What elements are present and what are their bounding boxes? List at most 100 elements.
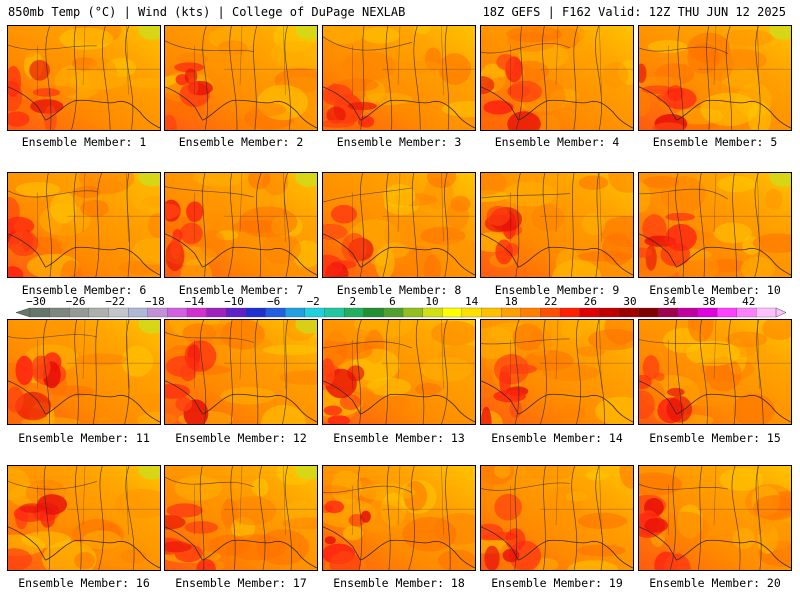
ensemble-member-label: Ensemble Member: 8 — [336, 283, 462, 297]
ensemble-member-map — [322, 465, 476, 571]
colorbar-swatch — [108, 307, 129, 318]
colorbar-swatch — [285, 307, 306, 318]
colorbar-swatch — [147, 307, 168, 318]
colorbar-swatch — [442, 307, 463, 318]
ensemble-member-label: Ensemble Member: 5 — [652, 135, 778, 149]
colorbar-swatch — [677, 307, 698, 318]
ensemble-member-map — [638, 25, 792, 131]
colorbar-tick-label: −14 — [184, 295, 204, 308]
colorbar-swatch — [206, 307, 227, 318]
ensemble-member-map — [7, 172, 161, 278]
colorbar-swatch — [128, 307, 149, 318]
colorbar-tick-label: 34 — [663, 295, 677, 308]
colorbar-swatch — [324, 307, 345, 318]
colorbar-swatch — [69, 307, 90, 318]
ensemble-member-label: Ensemble Member: 20 — [649, 576, 781, 590]
colorbar-swatch — [540, 307, 561, 318]
ensemble-member-label: Ensemble Member: 4 — [494, 135, 620, 149]
colorbar-tick-label: 14 — [465, 295, 479, 308]
temperature-colorbar: −30 −26 −22 −18 −14 −10 −6 −2 2 6 10 14 18 22 26 30 34 38… — [15, 295, 787, 318]
colorbar-tick-label: 2 — [349, 295, 356, 308]
colorbar-tick-label: 22 — [544, 295, 557, 308]
colorbar-arrow-left — [15, 307, 31, 318]
colorbar-arrow-right — [775, 307, 787, 318]
colorbar-swatch — [245, 307, 267, 318]
ensemble-member-label: Ensemble Member: 9 — [494, 283, 620, 297]
ensemble-member-map — [638, 172, 792, 278]
ensemble-member-map — [480, 319, 634, 425]
colorbar-tick-label: 38 — [703, 295, 716, 308]
colorbar-swatch — [402, 307, 424, 318]
ensemble-member-label: Ensemble Member: 15 — [649, 431, 781, 445]
ensemble-member-map — [638, 465, 792, 571]
ensemble-member-map — [7, 319, 161, 425]
colorbar-swatch — [618, 307, 640, 318]
colorbar-tick-label: −18 — [145, 295, 165, 308]
colorbar-swatch — [638, 307, 659, 318]
ensemble-member-label: Ensemble Member: 2 — [178, 135, 304, 149]
ensemble-member-label: Ensemble Member: 14 — [491, 431, 623, 445]
colorbar-swatch — [49, 307, 70, 318]
colorbar-swatch — [29, 307, 51, 318]
colorbar-swatch — [599, 307, 620, 318]
colorbar-swatch — [304, 307, 325, 318]
colorbar-swatch — [697, 307, 718, 318]
ensemble-member-map — [480, 172, 634, 278]
colorbar-swatch — [422, 307, 443, 318]
colorbar-tick-label: −30 — [26, 295, 46, 308]
colorbar-swatch — [461, 307, 482, 318]
ensemble-member-label: Ensemble Member: 16 — [18, 576, 150, 590]
ensemble-member-map — [7, 25, 161, 131]
colorbar-swatch — [579, 307, 600, 318]
ensemble-member-map — [480, 465, 634, 571]
colorbar-swatch — [343, 307, 365, 318]
ensemble-member-map — [322, 172, 476, 278]
colorbar-tick-label: 10 — [425, 295, 438, 308]
colorbar-swatch — [736, 307, 757, 318]
colorbar-tick-label: 42 — [742, 295, 755, 308]
colorbar-swatch — [658, 307, 679, 318]
colorbar-tick-label: −6 — [267, 295, 280, 308]
colorbar-swatch — [559, 307, 581, 318]
ensemble-member-map — [164, 172, 318, 278]
ensemble-member-map — [164, 465, 318, 571]
ensemble-member-label: Ensemble Member: 12 — [175, 431, 307, 445]
ensemble-member-map — [322, 25, 476, 131]
colorbar-tick-label: −2 — [307, 295, 320, 308]
colorbar-swatch — [265, 307, 286, 318]
colorbar-swatch — [520, 307, 541, 318]
ensemble-member-label: Ensemble Member: 3 — [336, 135, 462, 149]
header-title: 850mb Temp (°C) | Wind (kts) | College o… — [8, 5, 406, 19]
colorbar-swatch — [383, 307, 404, 318]
ensemble-member-label: Ensemble Member: 17 — [175, 576, 307, 590]
ensemble-member-map — [164, 25, 318, 131]
colorbar-tick-label: −22 — [105, 295, 125, 308]
ensemble-member-map — [480, 25, 634, 131]
ensemble-member-label: Ensemble Member: 10 — [649, 283, 781, 297]
ensemble-member-map — [322, 319, 476, 425]
header-run-info: 18Z GEFS | F162 Valid: 12Z THU JUN 12 20… — [482, 5, 786, 19]
colorbar-tick-label: −26 — [66, 295, 86, 308]
ensemble-member-label: Ensemble Member: 7 — [178, 283, 304, 297]
colorbar-tick-label: 26 — [584, 295, 597, 308]
ensemble-member-label: Ensemble Member: 6 — [21, 283, 147, 297]
colorbar-swatch — [756, 307, 777, 318]
ensemble-member-label: Ensemble Member: 18 — [333, 576, 465, 590]
colorbar-swatch — [186, 307, 208, 318]
ensemble-member-map — [638, 319, 792, 425]
ensemble-member-label: Ensemble Member: 13 — [333, 431, 465, 445]
ensemble-member-label: Ensemble Member: 1 — [21, 135, 147, 149]
colorbar-swatch — [481, 307, 502, 318]
colorbar-swatch — [363, 307, 384, 318]
colorbar-tick-label: −10 — [224, 295, 244, 308]
colorbar-tick-label: 18 — [505, 295, 518, 308]
colorbar-swatch — [167, 307, 188, 318]
colorbar-tick-label: 6 — [389, 295, 396, 308]
ensemble-member-map — [7, 465, 161, 571]
colorbar-swatch — [88, 307, 109, 318]
colorbar-tick-label: 30 — [623, 295, 636, 308]
colorbar-swatch — [716, 307, 738, 318]
colorbar-swatch — [226, 307, 247, 318]
ensemble-member-map — [164, 319, 318, 425]
ensemble-member-label: Ensemble Member: 19 — [491, 576, 623, 590]
